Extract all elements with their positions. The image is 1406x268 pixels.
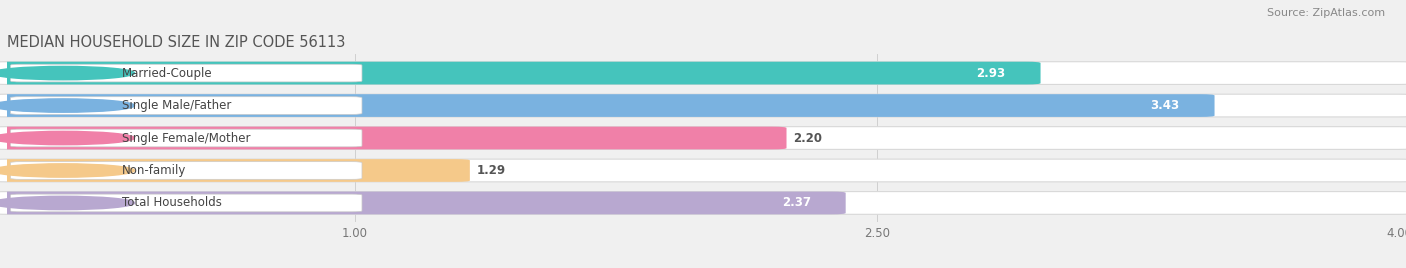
Text: Total Households: Total Households	[122, 196, 222, 210]
FancyBboxPatch shape	[0, 94, 1406, 117]
Text: 2.37: 2.37	[782, 196, 811, 210]
Text: 2.20: 2.20	[793, 132, 823, 144]
FancyBboxPatch shape	[0, 192, 845, 214]
FancyBboxPatch shape	[0, 127, 1406, 149]
Circle shape	[0, 99, 135, 112]
Circle shape	[0, 131, 135, 145]
Text: 3.43: 3.43	[1150, 99, 1180, 112]
FancyBboxPatch shape	[0, 62, 1040, 84]
FancyBboxPatch shape	[10, 194, 361, 212]
Circle shape	[0, 196, 135, 210]
FancyBboxPatch shape	[0, 94, 1215, 117]
Circle shape	[0, 66, 135, 80]
FancyBboxPatch shape	[10, 162, 361, 179]
FancyBboxPatch shape	[0, 62, 1406, 84]
FancyBboxPatch shape	[0, 192, 1406, 214]
Circle shape	[0, 164, 135, 177]
FancyBboxPatch shape	[10, 97, 361, 114]
Text: Single Male/Father: Single Male/Father	[122, 99, 232, 112]
Text: Married-Couple: Married-Couple	[122, 66, 212, 80]
FancyBboxPatch shape	[0, 127, 786, 149]
Text: Single Female/Mother: Single Female/Mother	[122, 132, 250, 144]
FancyBboxPatch shape	[0, 159, 1406, 182]
Text: Source: ZipAtlas.com: Source: ZipAtlas.com	[1267, 8, 1385, 18]
FancyBboxPatch shape	[10, 129, 361, 147]
Text: 2.93: 2.93	[977, 66, 1005, 80]
Text: MEDIAN HOUSEHOLD SIZE IN ZIP CODE 56113: MEDIAN HOUSEHOLD SIZE IN ZIP CODE 56113	[7, 35, 346, 50]
FancyBboxPatch shape	[10, 64, 361, 82]
FancyBboxPatch shape	[0, 159, 470, 182]
Text: Non-family: Non-family	[122, 164, 187, 177]
Text: 1.29: 1.29	[477, 164, 506, 177]
